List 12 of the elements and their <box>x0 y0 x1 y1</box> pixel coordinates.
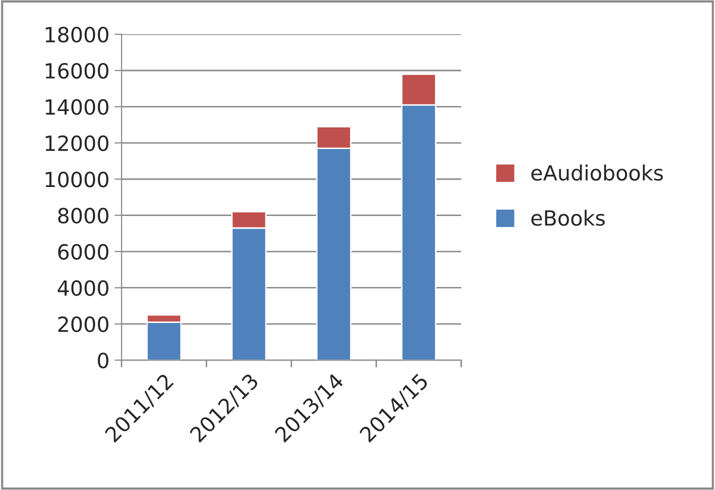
legend-label: eAudiobooks <box>531 164 663 181</box>
y-tick-label: 0 <box>98 352 108 368</box>
legend-label: eBooks <box>531 210 605 226</box>
y-tick-label: 6000 <box>58 244 108 260</box>
y-tick-label: 16000 <box>46 62 108 79</box>
y-tick-label: 12000 <box>46 135 108 152</box>
y-tick-label: 18000 <box>46 26 108 43</box>
y-tick-label: 14000 <box>46 99 108 115</box>
y-tick-label: 2000 <box>58 316 108 332</box>
y-tick-label: 4000 <box>58 280 108 296</box>
y-tick-label: 8000 <box>58 208 108 224</box>
y-tick-label: 10000 <box>46 172 108 188</box>
